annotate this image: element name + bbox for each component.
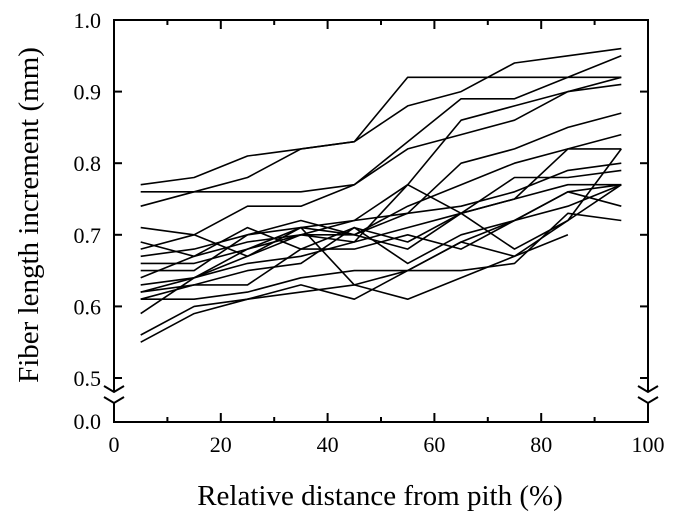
y-axis-title: Fiber length increment (mm) [13, 47, 45, 383]
x-tick-label: 0 [109, 432, 120, 457]
x-tick-label: 40 [317, 432, 339, 457]
y-axis-ticks: 0.5 0.6 0.7 0.8 0.9 1.0 [74, 8, 648, 391]
series-line-18 [140, 184, 622, 343]
y-tick-label: 0.8 [74, 151, 102, 176]
series-line-3 [140, 55, 622, 193]
y-break-lower-label: 0.0 [74, 409, 102, 434]
series-line-2 [140, 47, 622, 207]
series-line-9 [140, 162, 622, 258]
y-tick-label: 1.0 [74, 8, 102, 33]
series-line-1 [140, 76, 622, 186]
axis-break-left [103, 385, 125, 405]
y-tick-label: 0.6 [74, 294, 102, 319]
y-tick-label: 0.7 [74, 223, 102, 248]
x-axis-ticks: 0 20 40 60 80 100 [109, 20, 665, 457]
x-tick-label: 20 [210, 432, 232, 457]
series-line-4 [140, 76, 622, 250]
series-line-13 [140, 183, 622, 293]
series-line-6 [140, 112, 622, 258]
axis-break-right [637, 385, 659, 405]
y-tick-label: 0.9 [74, 80, 102, 105]
x-tick-label: 100 [632, 432, 665, 457]
series-line-7 [140, 133, 622, 272]
series-line-17 [140, 183, 622, 336]
x-tick-label: 60 [423, 432, 445, 457]
series-lines [140, 47, 622, 343]
y-tick-label: 0.5 [74, 366, 102, 391]
series-line-10 [140, 148, 622, 279]
series-line-15 [140, 212, 622, 301]
series-line-5 [140, 83, 622, 293]
series-line-12 [140, 183, 622, 286]
x-tick-label: 80 [530, 432, 552, 457]
x-axis-title: Relative distance from pith (%) [197, 480, 563, 512]
